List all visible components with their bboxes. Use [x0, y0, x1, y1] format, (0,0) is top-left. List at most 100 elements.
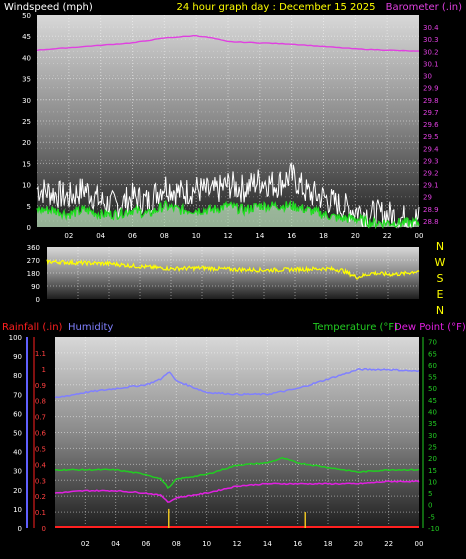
- direction-degree-axis: 0 90 180 270 360: [27, 244, 40, 304]
- direction-plot-area: [47, 247, 419, 299]
- x-tick-label: 14: [263, 540, 272, 548]
- x-tick-label: 00: [415, 232, 424, 240]
- x-tick-label: 18: [324, 540, 333, 548]
- barometer-tick-label: 29.6: [423, 121, 439, 129]
- humidity-tick-label: 80: [13, 372, 22, 380]
- x-tick-label: 04: [111, 540, 120, 548]
- windspeed-tick-label: 15: [22, 160, 31, 168]
- windspeed-tick-label: 35: [22, 76, 31, 84]
- windspeed-label: Windspeed (mph): [4, 2, 93, 13]
- temperature-tick-label: 70: [428, 339, 437, 347]
- rainfall-tick-label: 0: [42, 525, 46, 533]
- temperature-tick-label: 35: [428, 420, 437, 428]
- dewpoint-label: Dew Point (°F): [394, 322, 466, 333]
- humidity-tick-label: 0: [18, 525, 22, 533]
- temperature-time-axis: 02 04 06 08 10 12 14 16 18 20 22 00: [81, 540, 424, 548]
- x-tick-label: 06: [128, 232, 137, 240]
- wind-speed-line: [36, 199, 420, 230]
- humidity-line: [54, 367, 420, 399]
- rainfall-label: Rainfall (.in): [2, 322, 63, 333]
- rainfall-tick-label: 1: [42, 366, 46, 374]
- x-tick-label: 14: [255, 232, 264, 240]
- humidity-tick-label: 20: [13, 487, 22, 495]
- x-tick-label: 12: [224, 232, 233, 240]
- x-tick-label: 06: [142, 540, 151, 548]
- windspeed-tick-label: 10: [22, 182, 31, 190]
- temperature-tick-label: 25: [428, 443, 437, 451]
- barometer-tick-label: 29.7: [423, 109, 439, 117]
- humidity-tick-label: 100: [9, 334, 22, 342]
- rainfall-axis: 0 0.1 0.2 0.3 0.4 0.5 0.6 0.7 0.8 0.9 1 1.1: [33, 337, 47, 533]
- temperature-tick-label: 60: [428, 362, 437, 370]
- rainfall-tick-label: 1.1: [35, 350, 46, 358]
- barometer-tick-label: 29.1: [423, 182, 439, 190]
- x-tick-label: 18: [319, 232, 328, 240]
- barometer-tick-label: 28.8: [423, 218, 439, 226]
- x-tick-label: 10: [202, 540, 211, 548]
- barometer-tick-label: 29.4: [423, 145, 439, 153]
- compass-label: N: [436, 240, 444, 253]
- barometer-tick-label: 30.2: [423, 48, 439, 56]
- x-tick-label: 16: [287, 232, 296, 240]
- windspeed-tick-label: 20: [22, 139, 31, 147]
- direction-tick-label: 90: [31, 283, 40, 291]
- temperature-tick-label: 10: [428, 478, 437, 486]
- humidity-label: Humidity: [68, 322, 113, 333]
- direction-grid: [47, 247, 419, 299]
- windspeed-tick-label: 5: [27, 203, 31, 211]
- rainfall-tick-label: 0.2: [35, 493, 46, 501]
- x-tick-label: 00: [415, 540, 424, 548]
- humidity-tick-label: 40: [13, 449, 22, 457]
- temperature-tick-label: -10: [428, 525, 439, 533]
- compass-label: N: [436, 304, 444, 317]
- rainfall-tick-label: 0.6: [35, 430, 47, 438]
- barometer-tick-label: 29.8: [423, 97, 439, 105]
- humidity-tick-label: 90: [13, 353, 22, 361]
- temperature-tick-label: 45: [428, 397, 437, 405]
- windspeed-tick-label: 40: [22, 54, 31, 62]
- humidity-axis: 0 10 20 30 40 50 60 70 80 90 100: [9, 334, 28, 533]
- rainfall-tick-label: 0.5: [35, 445, 46, 453]
- wind-direction-line: [46, 258, 420, 280]
- x-tick-label: 02: [81, 540, 90, 548]
- temperature-tick-label: 50: [428, 385, 437, 393]
- barometer-line: [36, 35, 419, 52]
- direction-tick-label: 0: [36, 296, 40, 304]
- compass-label: E: [437, 288, 444, 301]
- x-tick-label: 20: [351, 232, 360, 240]
- humidity-tick-label: 50: [13, 430, 22, 438]
- barometer-tick-label: 30.4: [423, 24, 439, 32]
- x-tick-label: 12: [233, 540, 242, 548]
- compass-label: S: [437, 272, 444, 285]
- x-tick-label: 16: [293, 540, 302, 548]
- rainfall-tick-label: 0.4: [35, 461, 47, 469]
- rainfall-tick-label: 0.3: [35, 477, 46, 485]
- windspeed-tick-label: 50: [22, 12, 31, 20]
- x-tick-label: 02: [64, 232, 73, 240]
- windspeed-tick-label: 25: [22, 118, 31, 126]
- humidity-tick-label: 10: [13, 506, 22, 514]
- barometer-tick-label: 29.5: [423, 133, 439, 141]
- barometer-tick-label: 28.9: [423, 206, 439, 214]
- wind-plot-area: [37, 15, 419, 227]
- dew-point-line: [54, 480, 420, 503]
- graph-title: 24 hour graph day : December 15 2025: [177, 2, 376, 13]
- x-tick-label: 08: [172, 540, 181, 548]
- temperature-axis: -10 -5 0 5 10 15 20 25 30 35 40 45 50 55 60 65 70: [422, 337, 439, 533]
- temperature-tick-label: 15: [428, 467, 437, 475]
- temperature-tick-label: 20: [428, 455, 437, 463]
- barometer-tick-label: 30.3: [423, 36, 439, 44]
- windspeed-tick-label: 45: [22, 33, 31, 41]
- windspeed-axis: 0 5 10 15 20 25 30 35 40 45 50: [22, 12, 31, 232]
- rainfall-tick-label: 0.9: [35, 382, 46, 390]
- x-tick-label: 10: [192, 232, 201, 240]
- temperature-tick-label: -5: [428, 513, 435, 521]
- windspeed-tick-label: 30: [22, 97, 31, 105]
- x-tick-label: 22: [384, 540, 393, 548]
